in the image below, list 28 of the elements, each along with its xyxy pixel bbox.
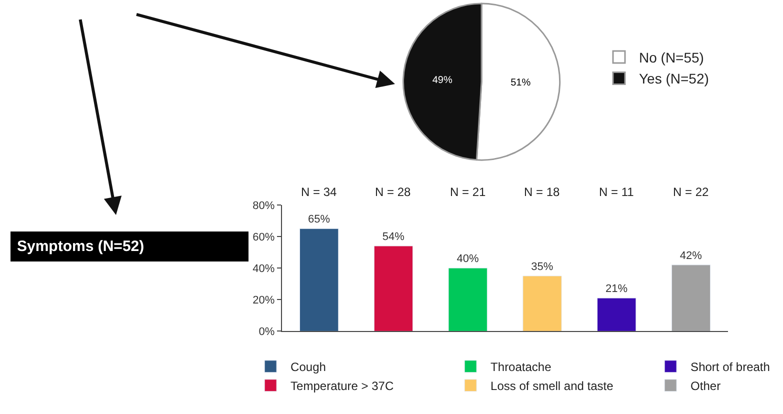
y-tick-label: 60%	[252, 231, 275, 244]
text: Symptoms (N=52)	[17, 238, 144, 255]
data-label: 21%	[605, 283, 628, 296]
y-tick-label: 20%	[252, 294, 275, 306]
legend-label: Other	[690, 379, 721, 394]
y-tick-label: 80%	[252, 200, 275, 212]
text: N = 21	[450, 185, 486, 199]
data-label: 54%	[382, 230, 405, 243]
data-label: 49%	[432, 75, 452, 86]
data-label: 42%	[680, 250, 702, 262]
text: N = 34	[301, 185, 338, 199]
y-tick-label: 0%	[258, 326, 275, 338]
text: N = 22	[673, 185, 710, 199]
text: N = 28	[375, 185, 412, 199]
legend-label: Short of breath	[690, 360, 770, 374]
legend-label: Cough	[290, 360, 326, 374]
y-tick-label: 40%	[252, 262, 275, 275]
legend-label: Temperature > 37C	[290, 379, 394, 394]
data-label: 35%	[531, 260, 554, 273]
legend-label: Yes (N=52)	[638, 70, 709, 87]
data-label: 65%	[308, 214, 330, 226]
text: N = 11	[599, 185, 634, 199]
legend-label: Loss of smell and taste	[490, 379, 614, 394]
data-label: 51%	[510, 77, 531, 88]
text: N = 18	[524, 185, 560, 199]
legend-label: Throatache	[490, 360, 552, 374]
legend-label: No (N=55)	[638, 49, 704, 66]
data-label: 40%	[456, 253, 479, 266]
